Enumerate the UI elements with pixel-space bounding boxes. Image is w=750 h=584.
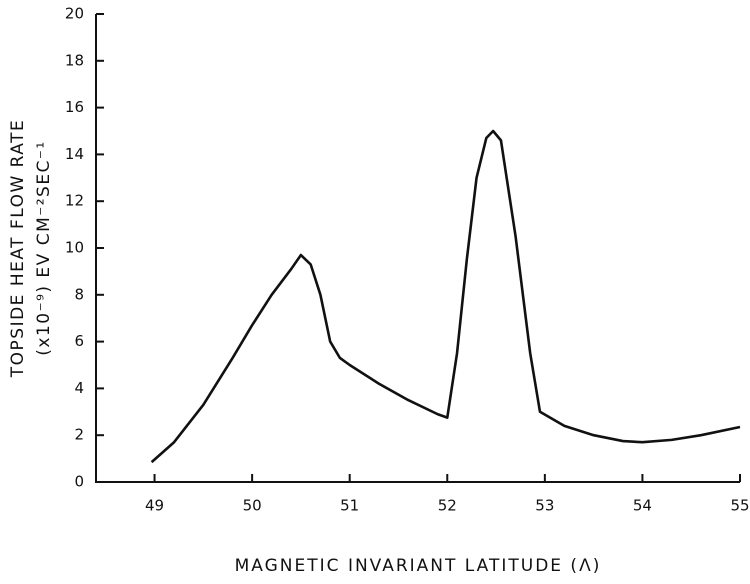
line <box>150 129 741 464</box>
y-tick-label: 0 <box>74 473 84 491</box>
x-axis-label: MAGNETIC INVARIANT LATITUDE (Λ) <box>235 556 602 576</box>
y-tick-label: 2 <box>74 426 84 444</box>
y-tick-label: 12 <box>65 192 84 210</box>
x-tick-label: 54 <box>633 497 652 515</box>
y-tick-label: 14 <box>65 145 84 163</box>
y-tick-label: 18 <box>65 51 84 69</box>
x-tick-label: 52 <box>438 497 457 515</box>
x-tick-label: 55 <box>730 497 749 515</box>
y-axis-label: (x10⁻⁹) EV CM⁻²SEC⁻¹ <box>34 140 54 355</box>
x-tick-label: 53 <box>535 497 554 515</box>
y-tick-label: 6 <box>74 332 84 350</box>
x-tick-label: 51 <box>340 497 359 515</box>
y-axis-label: TOPSIDE HEAT FLOW RATE <box>8 119 28 378</box>
y-tick-label: 8 <box>74 285 84 303</box>
x-tick-label: 49 <box>145 497 164 515</box>
y-tick-label: 4 <box>74 379 84 397</box>
x-tick-label: 50 <box>243 497 262 515</box>
y-tick-label: 16 <box>65 98 84 116</box>
y-tick-label: 20 <box>65 5 84 23</box>
y-tick-label: 10 <box>65 239 84 257</box>
axes <box>95 14 740 483</box>
